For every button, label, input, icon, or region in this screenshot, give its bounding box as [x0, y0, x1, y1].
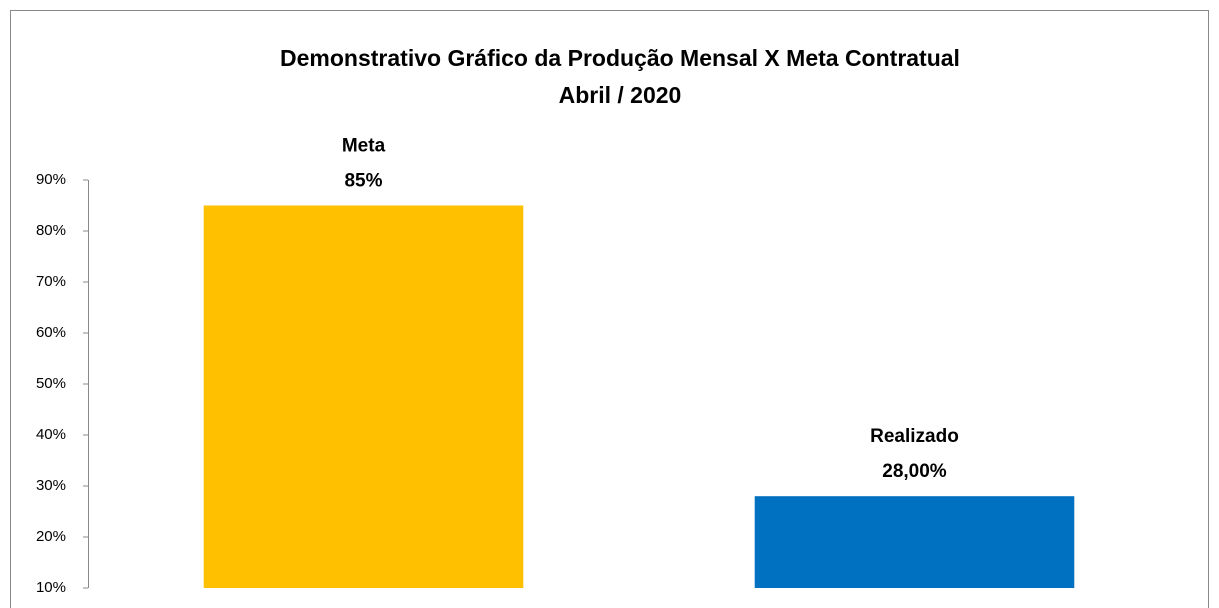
y-tick-label: 30% — [36, 477, 66, 494]
y-tick-label: 90% — [36, 171, 66, 188]
y-tick-label: 80% — [36, 222, 66, 239]
y-tick-label: 10% — [36, 579, 66, 596]
y-tick-label: 40% — [36, 426, 66, 443]
category-label: Realizado — [870, 426, 959, 447]
value-label: 28,00% — [882, 461, 947, 482]
chart-title: Demonstrativo Gráfico da Produção Mensal… — [280, 45, 960, 71]
bar — [754, 496, 1075, 588]
chart-subtitle: Abril / 2020 — [559, 82, 682, 108]
y-tick-label: 50% — [36, 375, 66, 392]
bar — [203, 205, 524, 588]
category-label: Meta — [342, 136, 386, 157]
value-label: 85% — [344, 171, 382, 192]
y-tick-label: 60% — [36, 324, 66, 341]
y-tick-label: 20% — [36, 528, 66, 545]
y-tick-label: 70% — [36, 273, 66, 290]
